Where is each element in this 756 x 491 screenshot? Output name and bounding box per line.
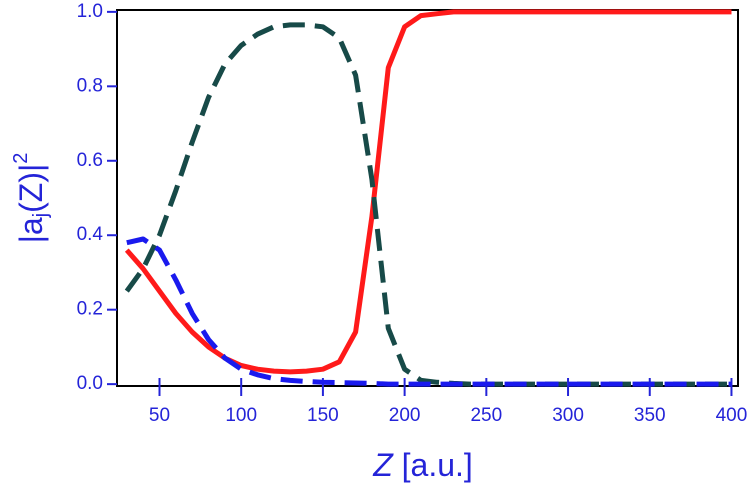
x-tick-label: 400: [716, 405, 748, 426]
line: [124, 22, 732, 387]
y-tick-label: 0.4: [77, 224, 104, 245]
y-tick-label: 0.8: [77, 75, 103, 96]
y-axis-label: |aj(Z)|2: [10, 153, 52, 244]
x-tick-label: 150: [307, 405, 339, 426]
line: [126, 236, 732, 387]
plot-frame: [116, 9, 739, 387]
line: [124, 9, 732, 375]
y-tick-label: 0.6: [77, 150, 103, 171]
x-tick-label: 350: [634, 405, 666, 426]
x-tick-label: 200: [389, 405, 421, 426]
y-tick-label: 0.2: [77, 299, 103, 320]
x-tick-label: 300: [552, 405, 584, 426]
x-tick-label: 100: [225, 405, 257, 426]
x-axis-label: Z [a.u.]: [372, 447, 473, 483]
y-tick-label: 1.0: [77, 1, 103, 22]
y-tick-label: 0.0: [77, 373, 103, 394]
x-tick-label: 250: [470, 405, 502, 426]
x-tick-label: 50: [149, 405, 170, 426]
